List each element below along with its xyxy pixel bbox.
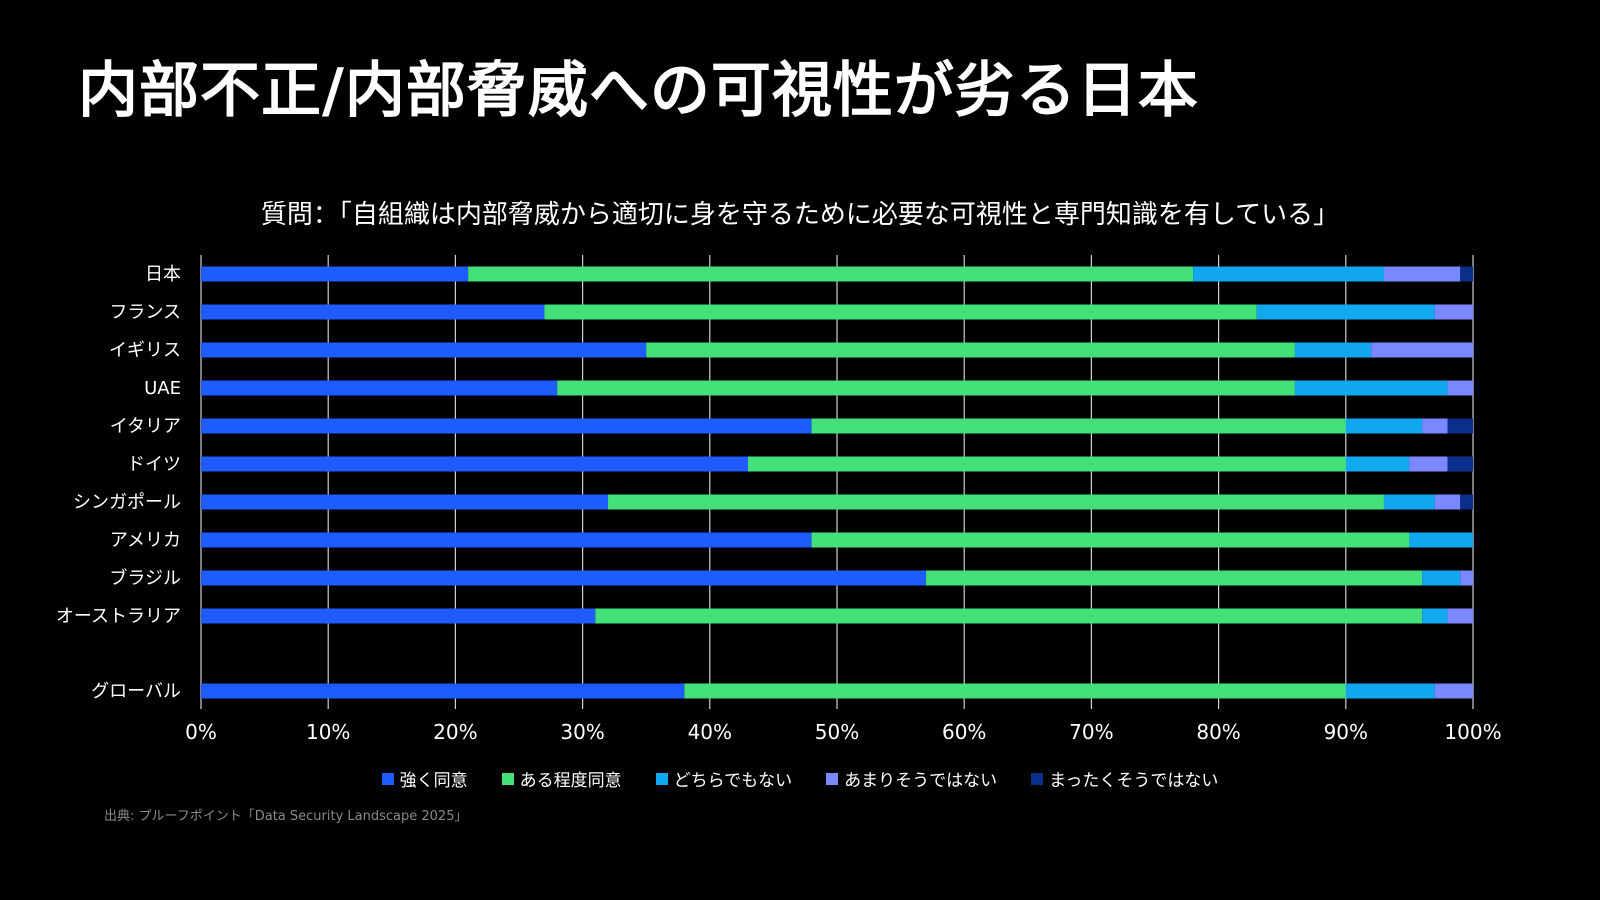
bar-segment [1409,532,1473,548]
bar-segment [1447,380,1473,396]
legend-item: あまりそうではない [826,766,997,791]
y-category-label: ドイツ [127,454,181,475]
legend-label: 強く同意 [399,771,468,791]
bar-segment [1434,683,1473,699]
bar-segment [747,456,1346,472]
bar-segment [811,418,1346,434]
bar-segment [1434,304,1473,320]
legend-item: 強く同意 [381,766,468,791]
x-tick-label: 90% [1324,720,1368,744]
bar-segment [811,532,1410,548]
bar-segment [1409,456,1448,472]
y-category-label: 日本 [145,264,181,285]
legend-label: まったくそうではない [1049,771,1219,791]
bar-segment [1422,608,1448,624]
x-tick-label: 60% [942,720,986,744]
x-tick-label: 10% [306,720,350,744]
bar-segment [201,494,609,510]
bar-segment [201,570,927,586]
bar-segment [1345,683,1435,699]
bar-segment [201,304,545,320]
bar-segment [201,266,469,282]
bar-segment [646,342,1295,358]
bar-segment [201,456,748,472]
bar-segment [201,683,685,699]
legend-swatch [381,772,394,785]
x-tick-label: 20% [433,720,477,744]
bar-segment [201,608,596,624]
bar-segment [595,608,1423,624]
chart-subtitle: 質問：「自組織は内部脅威から適切に身を守るために必要な可視性と専門知識を有してい… [260,200,1340,230]
bar-segment [201,532,812,548]
y-category-label: イタリア [110,416,181,437]
legend-swatch [501,772,514,785]
bar-segment [1371,342,1473,358]
x-tick-label: 50% [815,720,859,744]
bar-segment [468,266,1194,282]
source-note: 出典: プルーフポイント「Data Security Landscape 202… [104,809,468,824]
x-tick-label: 0% [185,720,217,744]
bar-segment [608,494,1384,510]
bar-segment [1193,266,1384,282]
page-title: 内部不正/内部脅威への可視性が劣る日本 [78,56,1199,126]
bar-segment [1460,494,1473,510]
chart-legend: 強く同意 ある程度同意 どちらでもない あまりそうではない まったくそうではない [0,766,1600,791]
bar-segment [201,418,812,434]
bar-segment [1383,266,1461,282]
x-tick-label: 30% [560,720,604,744]
bar-segment [544,304,1257,320]
y-category-label: シンガポール [73,492,181,513]
x-tick-label: 80% [1196,720,1240,744]
bar-segment [1345,456,1410,472]
bar-segment [1447,418,1473,434]
y-category-label: UAE [144,378,181,399]
legend-item: ある程度同意 [501,766,622,791]
legend-item: どちらでもない [655,766,793,791]
y-category-label: アメリカ [110,530,181,551]
bar-segment [1294,380,1448,396]
x-tick-label: 70% [1069,720,1113,744]
bar-segment [1422,418,1448,434]
bar-segment [926,570,1423,586]
x-tick-label: 40% [688,720,732,744]
legend-swatch [655,772,668,785]
legend-swatch [826,772,839,785]
legend-label: あまりそうではない [844,771,998,791]
bar-segment [1460,570,1473,586]
legend-label: どちらでもない [673,771,793,791]
bar-segment [1447,608,1473,624]
bar-segment [1422,570,1461,586]
x-tick-label: 100% [1444,720,1501,744]
y-category-label: イギリス [109,340,181,361]
legend-swatch [1031,772,1044,785]
y-category-label: フランス [109,302,181,323]
bar-segment [1434,494,1461,510]
bar-segment [201,342,647,358]
bar-segment [1345,418,1423,434]
bar-segment [201,380,558,396]
y-category-label: グローバル [91,681,181,702]
bar-segment [1460,266,1473,282]
bar-segment [1383,494,1435,510]
bar-segment [684,683,1346,699]
bar-segment [1294,342,1372,358]
y-category-label: オーストラリア [56,606,181,627]
legend-item: まったくそうではない [1031,766,1218,791]
y-category-label: ブラジル [109,567,181,589]
bar-segment [1256,304,1435,320]
bar-segment [557,380,1295,396]
bar-segment [1447,456,1473,472]
legend-label: ある程度同意 [519,771,622,791]
